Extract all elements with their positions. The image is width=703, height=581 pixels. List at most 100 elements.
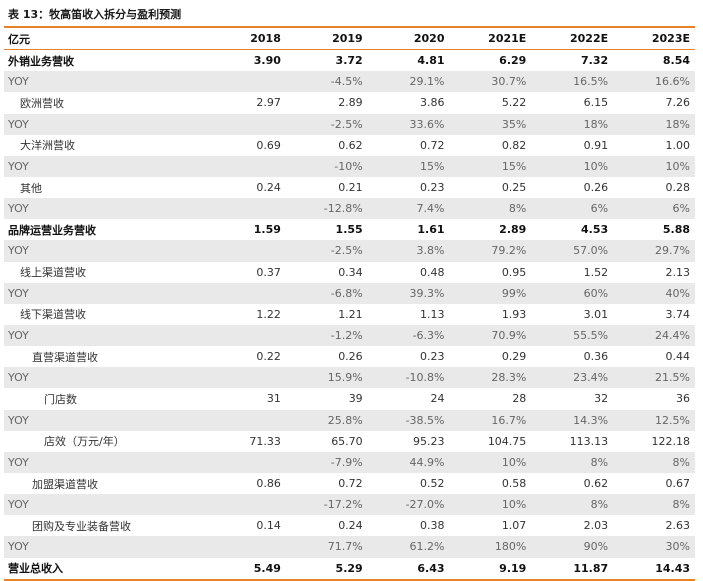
table-cell: 60% [531,282,614,304]
table-cell: 10% [449,494,532,516]
table-cell: 0.52 [420,477,445,491]
table-cell: 3.90 [253,54,281,68]
table-cell: 1.93 [501,307,527,321]
table-cell: 1.13 [420,307,445,321]
table-cell: 30.7% [449,71,532,93]
table-cell: 7.4% [367,198,450,220]
table-cell: 10% [449,451,532,473]
header-year: 2022E [531,26,614,51]
table-cell: 1.22 [256,307,281,321]
table-cell: 5.29 [285,557,368,581]
table-cell: 61.2% [367,536,450,558]
yoy-row: YOY -7.9% 44.9% 10% 8% 8% [4,451,695,473]
table-cell: 1.59 [253,223,281,237]
table-cell: 39 [348,392,363,406]
table-cell: 0.14 [256,519,281,533]
table-cell: 3.86 [420,96,445,110]
yoy-row: YOY 71.7% 61.2% 180% 90% 30% [4,536,695,558]
table-cell: 6% [613,198,695,220]
table-cell: 0.36 [583,350,609,364]
header-year: 2019 [285,26,368,51]
table-cell [204,155,286,177]
table-cell: -6.3% [367,324,450,347]
row-label: YOY [4,367,205,389]
row-label: YOY [4,240,205,262]
header-year: 2021E [449,26,532,51]
table-cell: -10.8% [367,367,450,389]
table-cell: 29.7% [613,240,695,262]
table-cell: 0.62 [338,138,363,152]
table-cell: 6.15 [583,96,609,110]
table-cell: 57.0% [531,240,614,262]
table-row: 加盟渠道营收 0.86 0.72 0.52 0.58 0.62 0.67 [4,473,695,494]
row-label: 欧洲营收 [20,96,64,110]
table-cell [204,536,286,558]
table-cell: 65.70 [331,434,363,448]
table-cell: 79.2% [449,240,532,262]
table-cell: 16.7% [449,409,532,431]
table-cell: -17.2% [285,494,368,516]
table-cell: -1.2% [285,324,368,347]
table-cell: 44.9% [367,451,450,473]
table-row: 团购及专业装备营收 0.14 0.24 0.38 1.07 2.03 2.63 [4,515,695,536]
row-label: YOY [4,409,205,431]
table-cell: 0.25 [501,181,527,195]
row-label: 加盟渠道营收 [32,477,98,491]
table-cell: 104.75 [487,434,527,448]
table-cell: 8% [531,451,614,473]
yoy-row: YOY -6.8% 39.3% 99% 60% 40% [4,282,695,304]
table-cell: 0.91 [583,138,609,152]
row-label: YOY [4,113,205,135]
yoy-row: YOY 25.8% -38.5% 16.7% 14.3% 12.5% [4,409,695,431]
table-cell: 5.49 [204,557,286,581]
table-cell: 0.29 [501,350,527,364]
table-cell: -12.8% [285,198,368,220]
row-label: YOY [4,324,205,347]
yoy-row: YOY -12.8% 7.4% 8% 6% 6% [4,198,695,220]
table-cell [204,71,286,93]
table-cell: 1.07 [501,519,527,533]
row-label: 直营渠道营收 [32,350,98,364]
row-label: 大洋洲营收 [20,139,75,153]
table-cell: 32 [594,392,609,406]
table-cell: 2.03 [583,519,609,533]
row-label: 团购及专业装备营收 [32,519,131,533]
row-label: 外销业务营收 [8,54,74,68]
table-cell: 0.23 [420,350,445,364]
table-cell: 31 [266,392,281,406]
table-cell: 6.43 [367,557,450,581]
table-cell: 16.6% [613,71,695,93]
table-cell: 1.00 [665,138,691,152]
table-cell: -7.9% [285,451,368,473]
table-cell: 0.69 [256,138,281,152]
table-cell [204,409,286,431]
table-cell: 24 [430,392,445,406]
table-row: 直营渠道营收 0.22 0.26 0.23 0.29 0.36 0.44 [4,346,695,367]
table-row: 其他 0.24 0.21 0.23 0.25 0.26 0.28 [4,177,695,198]
table-cell: 71.7% [285,536,368,558]
table-cell: 2.97 [256,96,281,110]
table-cell: 8% [613,451,695,473]
table-cell: 25.8% [285,409,368,431]
row-label: 品牌运营业务营收 [8,223,96,237]
table-cell: 11.87 [531,557,614,581]
table-cell: 3.01 [583,307,609,321]
table-cell: 28.3% [449,367,532,389]
table-caption: 表 13：牧高笛收入拆分与盈利预测 [8,8,182,21]
table-cell: 6.29 [499,54,527,68]
table-cell [204,494,286,516]
row-label: YOY [4,282,205,304]
header-unit: 亿元 [4,26,205,51]
table-cell: 0.24 [338,519,363,533]
table-cell: 0.34 [338,265,363,279]
table-cell [204,451,286,473]
table-cell: 40% [613,282,695,304]
table-cell: 16.5% [531,71,614,93]
table-cell: 36 [676,392,690,406]
table-cell: 14.3% [531,409,614,431]
table-cell: 12.5% [613,409,695,431]
table-cell: 113.13 [569,434,609,448]
table-cell: 8.54 [662,54,690,68]
table-cell: 1.52 [583,265,609,279]
header-year: 2020 [367,26,450,51]
